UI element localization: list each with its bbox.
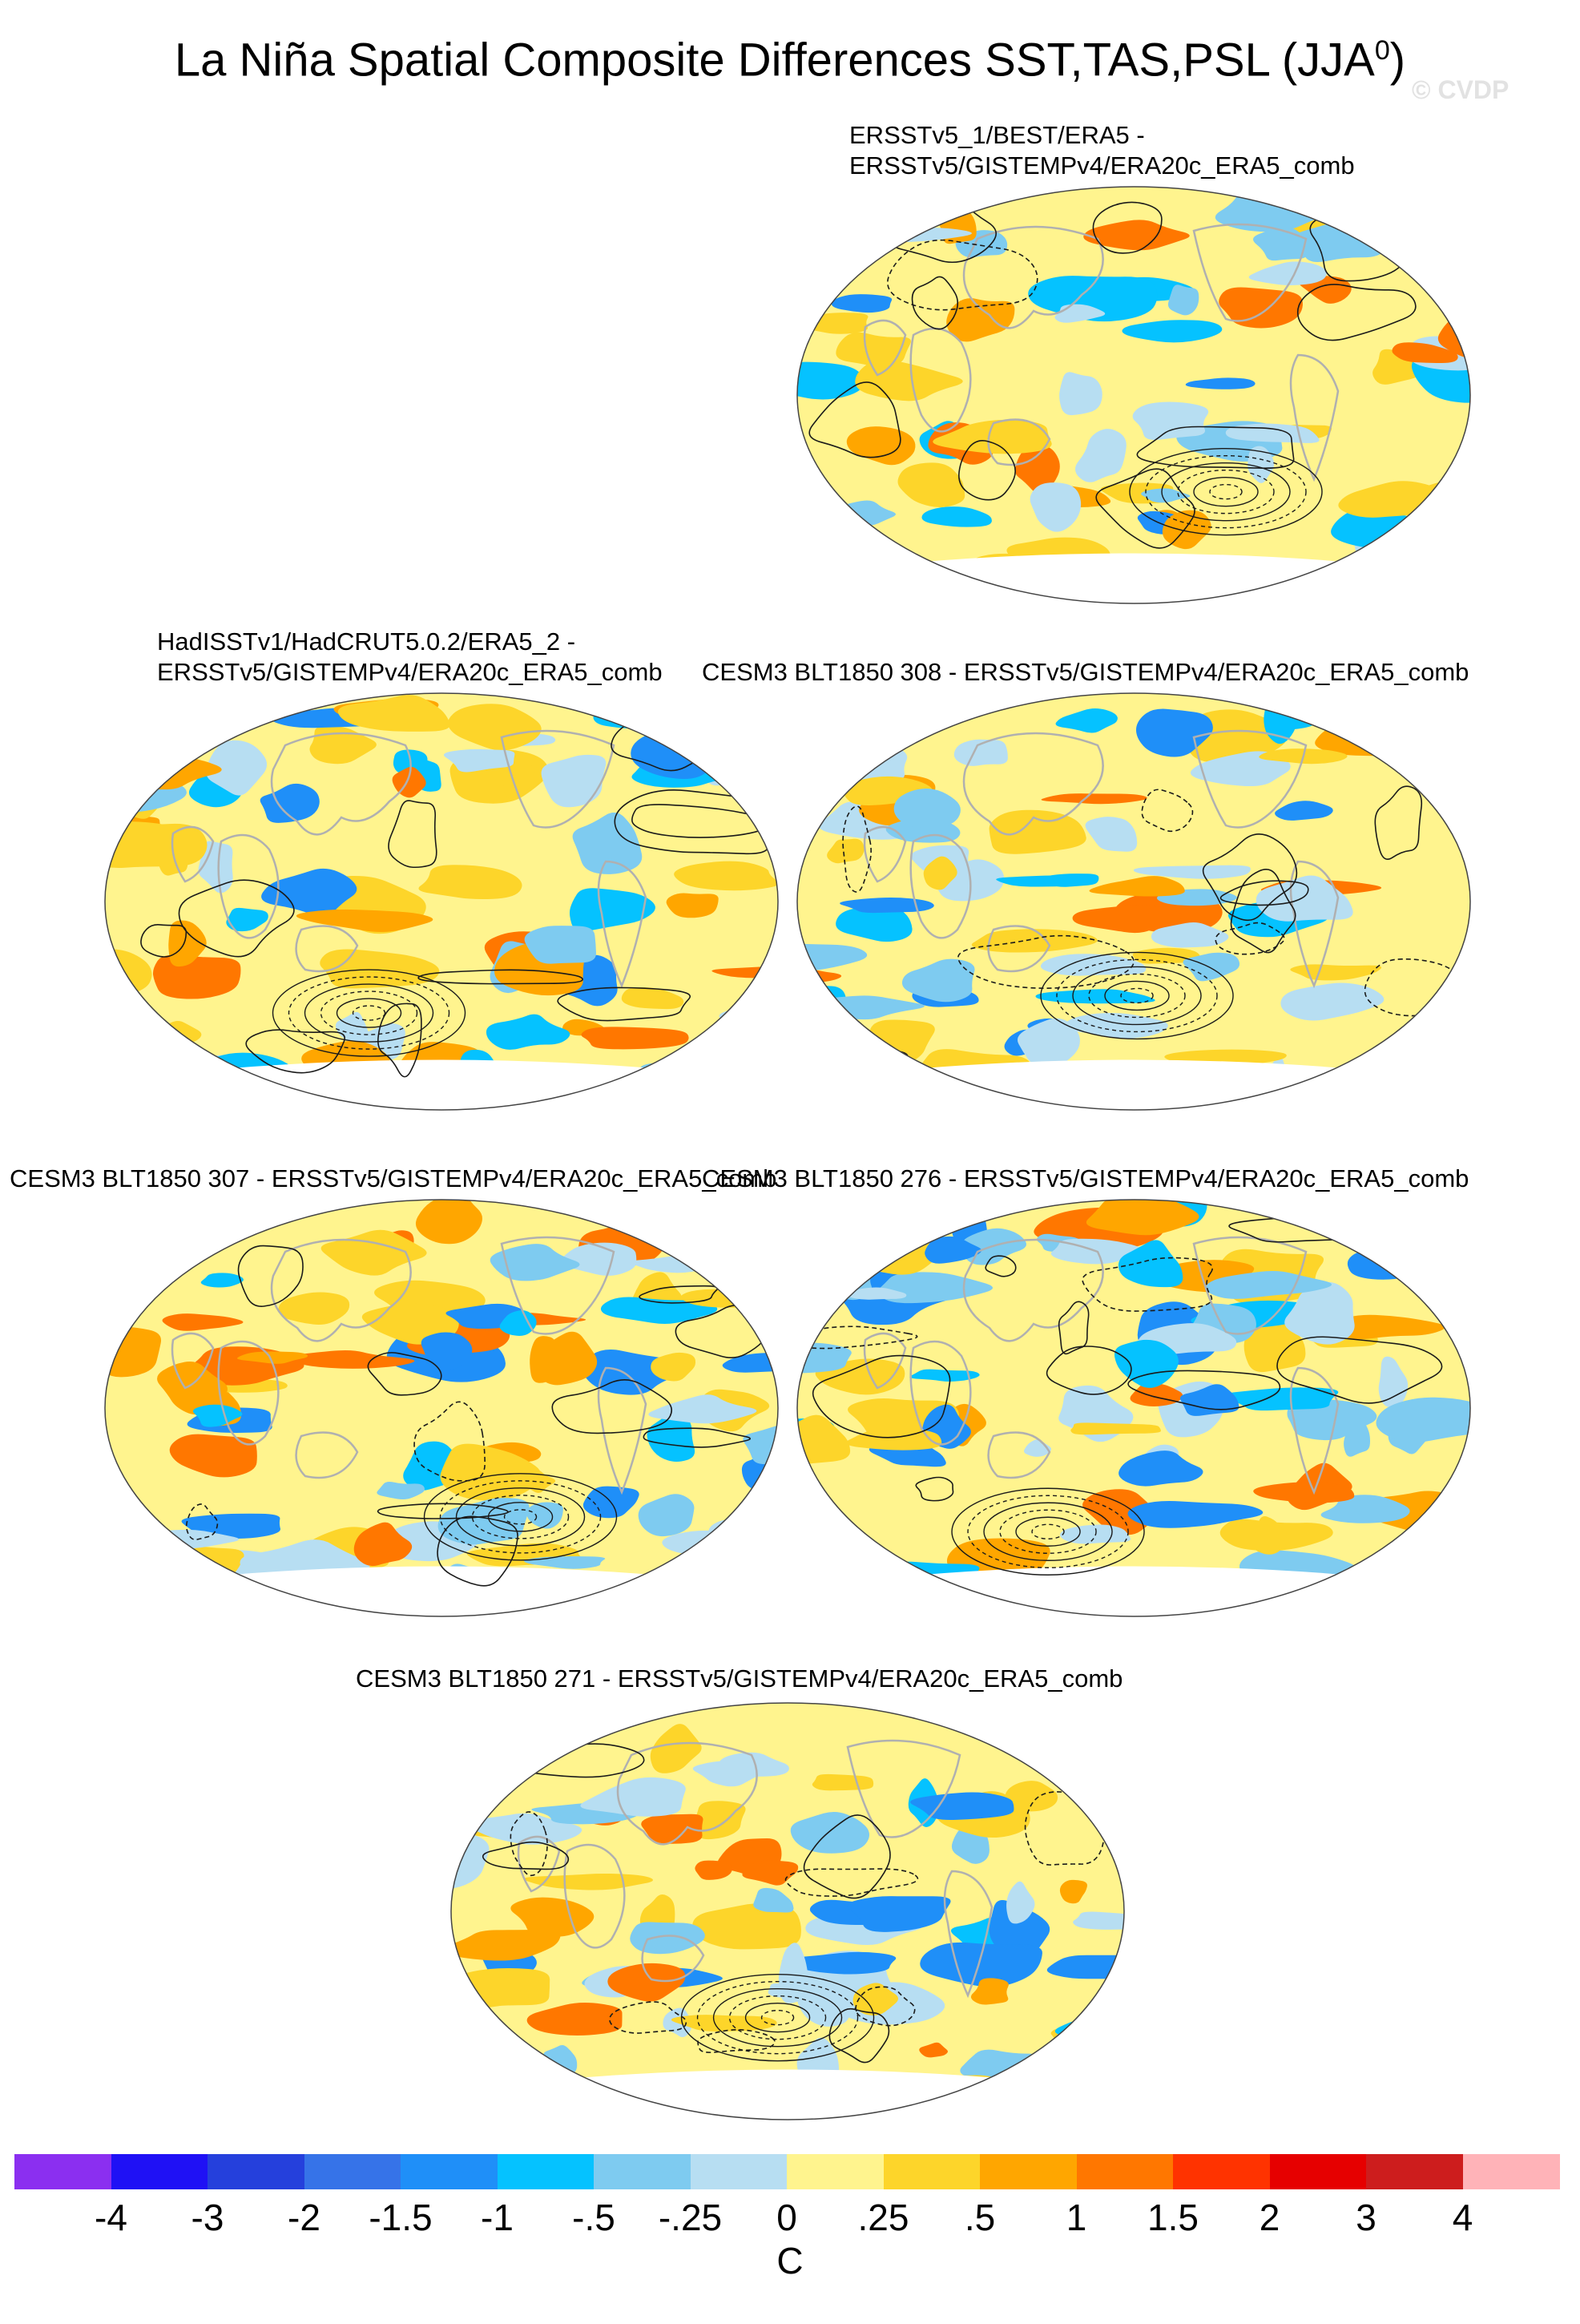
colorbar-box: [208, 2154, 305, 2189]
panel-label-cesm3-blt1850-276: CESM3 BLT1850 276 - ERSSTv5/GISTEMPv4/ER…: [702, 1164, 1469, 1192]
colorbar-box: [401, 2154, 498, 2189]
colorbar-tick-label: -.25: [658, 2197, 723, 2238]
map-panel-cesm3-blt1850-276: [796, 1199, 1471, 1617]
panel-label-ersstv5-best-era5: ERSSTv5_1/BEST/ERA5 - ERSSTv5/GISTEMPv4/E…: [849, 121, 1355, 180]
map-panel-cesm3-blt1850-307: [104, 1199, 779, 1617]
colorbar-tick-label: .25: [857, 2197, 909, 2238]
colorbar-tick-label: 3: [1356, 2197, 1376, 2238]
colorbar-tick-label: -2: [288, 2197, 320, 2238]
colorbar-tick-label: 1.5: [1147, 2197, 1199, 2238]
map-panel-ersstv5-best-era5: [796, 186, 1471, 604]
colorbar-box: [14, 2154, 112, 2189]
cvdp-watermark: © CVDP: [1412, 75, 1509, 104]
colorbar-tick-label: -1: [481, 2197, 514, 2238]
figure-title: La Niña Spatial Composite Differences SS…: [174, 34, 1406, 87]
colorbar-box: [1076, 2154, 1174, 2189]
map-panel-cesm3-blt1850-271: [450, 1702, 1125, 2120]
colorbar-tick-label: 1: [1066, 2197, 1087, 2238]
colorbar-box: [111, 2154, 208, 2189]
colorbar-box: [497, 2154, 595, 2189]
colorbar-tick-label: -4: [95, 2197, 127, 2238]
colorbar-box: [1269, 2154, 1367, 2189]
colorbar-tick-label: 2: [1259, 2197, 1280, 2238]
map-panel-hadisstv1-hadcrut5-era5: [104, 692, 779, 1111]
colorbar-box: [1366, 2154, 1464, 2189]
colorbar-tick-label: -1.5: [369, 2197, 433, 2238]
colorbar-tick-label: .5: [964, 2197, 996, 2238]
panel-label-hadisstv1-hadcrut5-era5: HadISSTv1/HadCRUT5.0.2/ERA5_2 - ERSSTv5/G…: [157, 627, 663, 686]
colorbar-box: [304, 2154, 401, 2189]
colorbar-unit-label: C: [776, 2240, 804, 2282]
panel-label-cesm3-blt1850-307: CESM3 BLT1850 307 - ERSSTv5/GISTEMPv4/ER…: [10, 1164, 777, 1192]
colorbar-box: [1173, 2154, 1271, 2189]
colorbar-tick-label: -3: [191, 2197, 224, 2238]
colorbar-box: [690, 2154, 788, 2189]
colorbar-box: [594, 2154, 691, 2189]
panel-label-cesm3-blt1850-271: CESM3 BLT1850 271 - ERSSTv5/GISTEMPv4/ER…: [356, 1664, 1123, 1693]
colorbar-box: [787, 2154, 885, 2189]
colorbar-box: [980, 2154, 1078, 2189]
colorbar-tick-label: 4: [1452, 2197, 1473, 2238]
colorbar-box: [1462, 2154, 1560, 2189]
panel-label-cesm3-blt1850-308: CESM3 BLT1850 308 - ERSSTv5/GISTEMPv4/ER…: [702, 658, 1469, 686]
map-panel-cesm3-blt1850-308: [796, 692, 1471, 1111]
colorbar-tick-label: 0: [776, 2197, 797, 2238]
colorbar-tick-label: -.5: [572, 2197, 615, 2238]
colorbar-box: [883, 2154, 981, 2189]
